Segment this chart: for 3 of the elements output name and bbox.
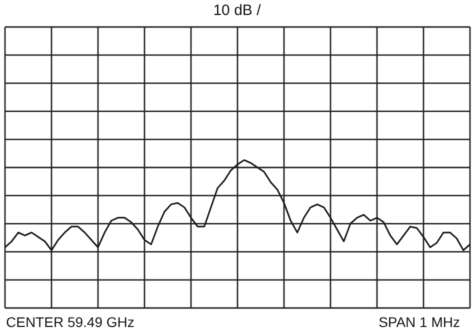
text: SPAN 1 MHz	[378, 314, 460, 330]
chart-title: 10 dB /	[212, 2, 262, 19]
text: CENTER 59.49 GHz	[6, 314, 134, 330]
